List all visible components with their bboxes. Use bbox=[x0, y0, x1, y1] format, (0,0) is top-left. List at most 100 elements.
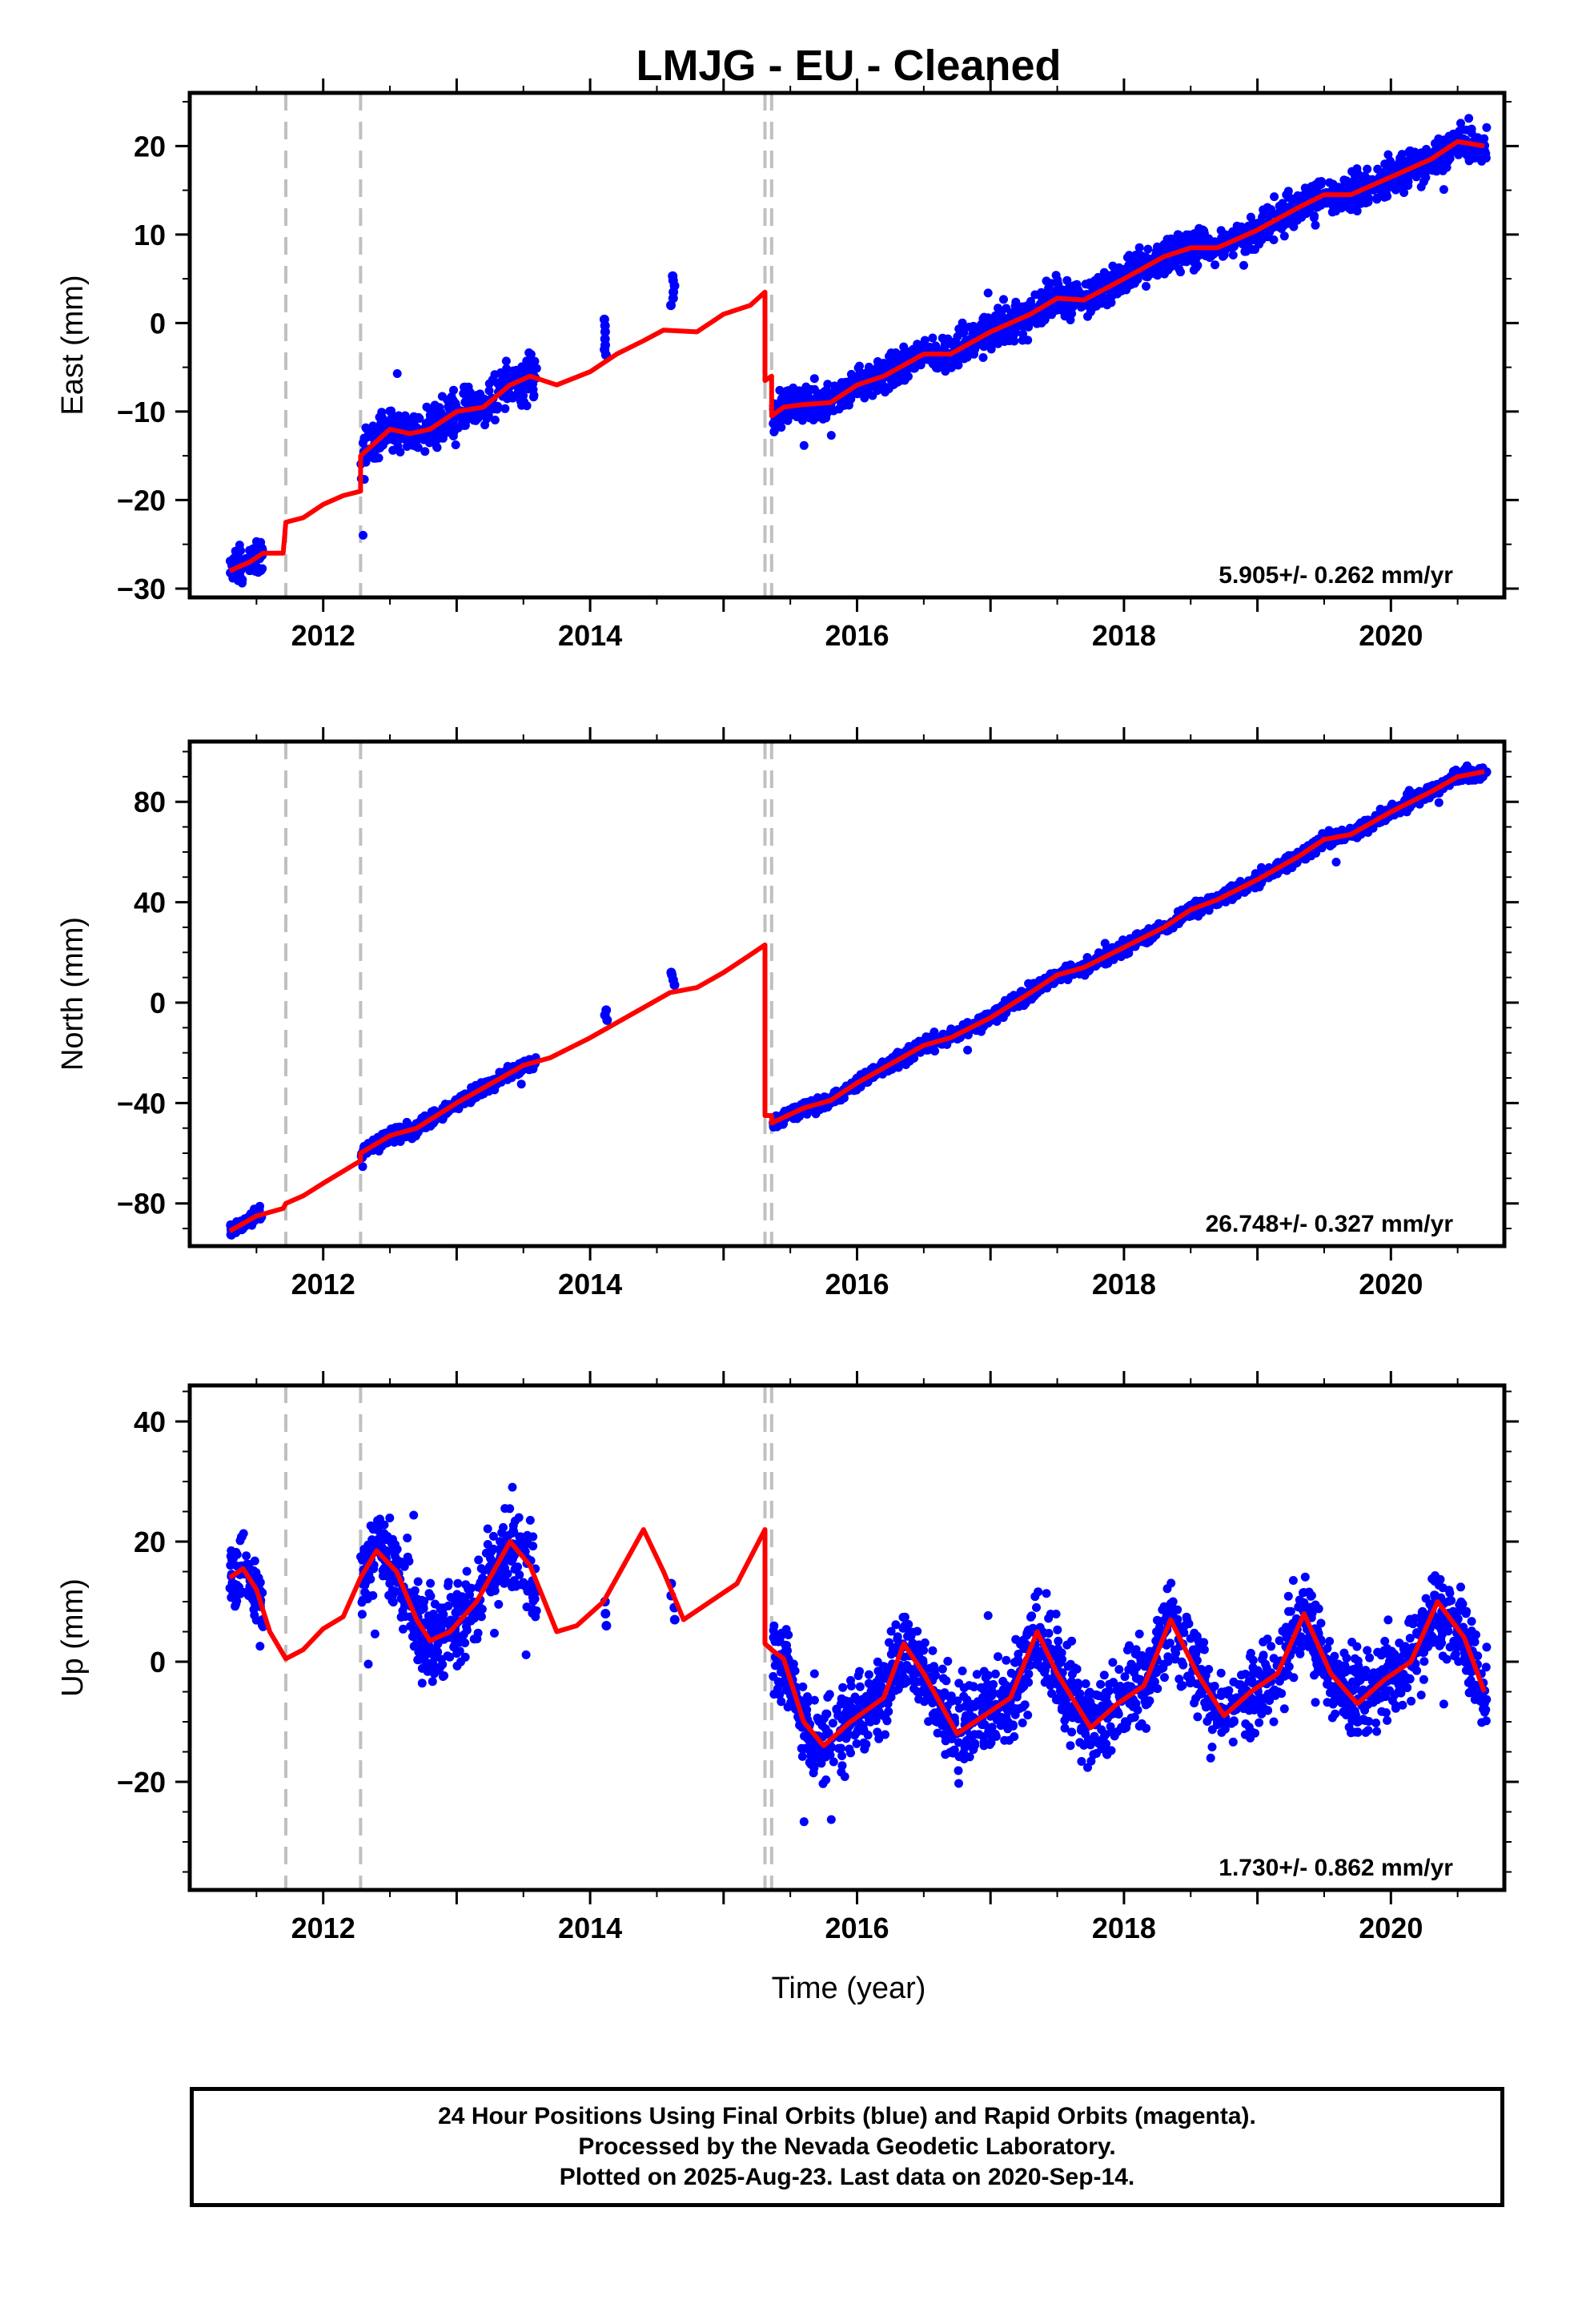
data-point bbox=[1481, 149, 1491, 159]
data-point bbox=[1089, 302, 1098, 312]
data-point bbox=[425, 432, 435, 442]
data-point bbox=[1035, 311, 1045, 320]
data-point bbox=[1166, 234, 1176, 243]
data-point bbox=[1216, 226, 1226, 235]
data-point bbox=[969, 321, 978, 331]
data-point bbox=[994, 304, 1002, 313]
data-point bbox=[983, 288, 993, 298]
data-point bbox=[1125, 251, 1134, 260]
data-point bbox=[1018, 302, 1028, 312]
data-point bbox=[251, 544, 261, 553]
data-point bbox=[1255, 883, 1264, 891]
data-point bbox=[1062, 275, 1072, 285]
data-point bbox=[928, 360, 938, 368]
data-point bbox=[1099, 293, 1109, 303]
data-point bbox=[1042, 276, 1051, 286]
data-point bbox=[837, 401, 847, 411]
data-point bbox=[1082, 953, 1092, 963]
data-point bbox=[1235, 877, 1245, 886]
data-point bbox=[1428, 166, 1438, 175]
data-point bbox=[913, 340, 922, 349]
data-points bbox=[225, 1482, 1492, 1827]
data-point bbox=[1462, 125, 1472, 135]
model-line bbox=[228, 139, 1485, 573]
data-point bbox=[362, 424, 371, 433]
data-point bbox=[1239, 260, 1248, 270]
data-point bbox=[522, 356, 532, 366]
data-point bbox=[1190, 238, 1199, 247]
data-point bbox=[1024, 319, 1034, 328]
data-point bbox=[1099, 267, 1109, 277]
plot-frame bbox=[187, 90, 1507, 600]
x-tick-label: 2012 bbox=[291, 1268, 355, 1301]
data-point bbox=[490, 370, 500, 380]
data-point bbox=[886, 348, 896, 358]
data-point bbox=[1259, 211, 1268, 220]
data-point bbox=[1195, 249, 1205, 259]
data-point bbox=[377, 408, 387, 417]
data-point bbox=[1006, 308, 1016, 318]
data-point bbox=[1405, 146, 1415, 155]
data-point bbox=[979, 320, 989, 330]
data-point bbox=[359, 530, 367, 540]
data-point bbox=[1077, 301, 1086, 311]
y-tick-label: −80 bbox=[117, 1188, 166, 1220]
data-point bbox=[1333, 183, 1343, 193]
y-tick-label: 10 bbox=[134, 219, 166, 251]
data-point bbox=[600, 334, 610, 344]
data-point bbox=[1106, 298, 1116, 308]
data-point bbox=[516, 368, 524, 377]
data-point bbox=[1030, 290, 1040, 300]
data-point bbox=[977, 1027, 986, 1036]
data-point bbox=[1288, 199, 1298, 209]
data-point bbox=[954, 355, 964, 364]
data-point bbox=[812, 407, 821, 416]
plot-frame bbox=[187, 739, 1507, 1248]
data-point bbox=[450, 398, 460, 408]
data-point bbox=[1373, 164, 1383, 174]
y-tick-label: −20 bbox=[117, 484, 166, 517]
data-point bbox=[1477, 156, 1487, 166]
data-point bbox=[393, 441, 403, 451]
data-point bbox=[1010, 336, 1019, 346]
data-point bbox=[1190, 258, 1199, 267]
data-point bbox=[1051, 271, 1061, 280]
data-point bbox=[255, 1642, 265, 1651]
data-point bbox=[1283, 187, 1293, 196]
data-point bbox=[1228, 251, 1238, 259]
data-point bbox=[1056, 287, 1066, 296]
data-point bbox=[1066, 316, 1075, 324]
data-point bbox=[1461, 150, 1471, 159]
data-point bbox=[361, 457, 371, 467]
data-point bbox=[368, 421, 378, 431]
data-point bbox=[529, 392, 538, 402]
data-point bbox=[524, 348, 534, 357]
data-point bbox=[467, 411, 476, 420]
data-point bbox=[979, 312, 989, 322]
data-point bbox=[1330, 199, 1339, 208]
data-point bbox=[928, 333, 938, 343]
data-point bbox=[970, 330, 979, 339]
data-point bbox=[500, 404, 510, 413]
model-line bbox=[228, 769, 1485, 1233]
data-point bbox=[1011, 297, 1021, 307]
data-point bbox=[1300, 183, 1310, 193]
data-point bbox=[841, 377, 850, 387]
data-point bbox=[359, 433, 369, 443]
data-point bbox=[528, 384, 538, 394]
data-point bbox=[947, 340, 956, 349]
data-point bbox=[498, 374, 508, 384]
y-tick-label: 80 bbox=[134, 786, 166, 818]
data-point bbox=[902, 366, 912, 375]
data-point bbox=[1316, 180, 1326, 189]
data-point bbox=[1102, 958, 1112, 967]
y-axis-label: East (mm) bbox=[56, 275, 90, 415]
data-point bbox=[1270, 192, 1279, 202]
data-point bbox=[777, 423, 786, 432]
y-tick-label: 0 bbox=[150, 987, 166, 1019]
data-point bbox=[490, 416, 500, 424]
data-point bbox=[1310, 211, 1319, 220]
data-point bbox=[1383, 150, 1393, 159]
data-point bbox=[1377, 188, 1387, 198]
data-point bbox=[799, 440, 809, 450]
